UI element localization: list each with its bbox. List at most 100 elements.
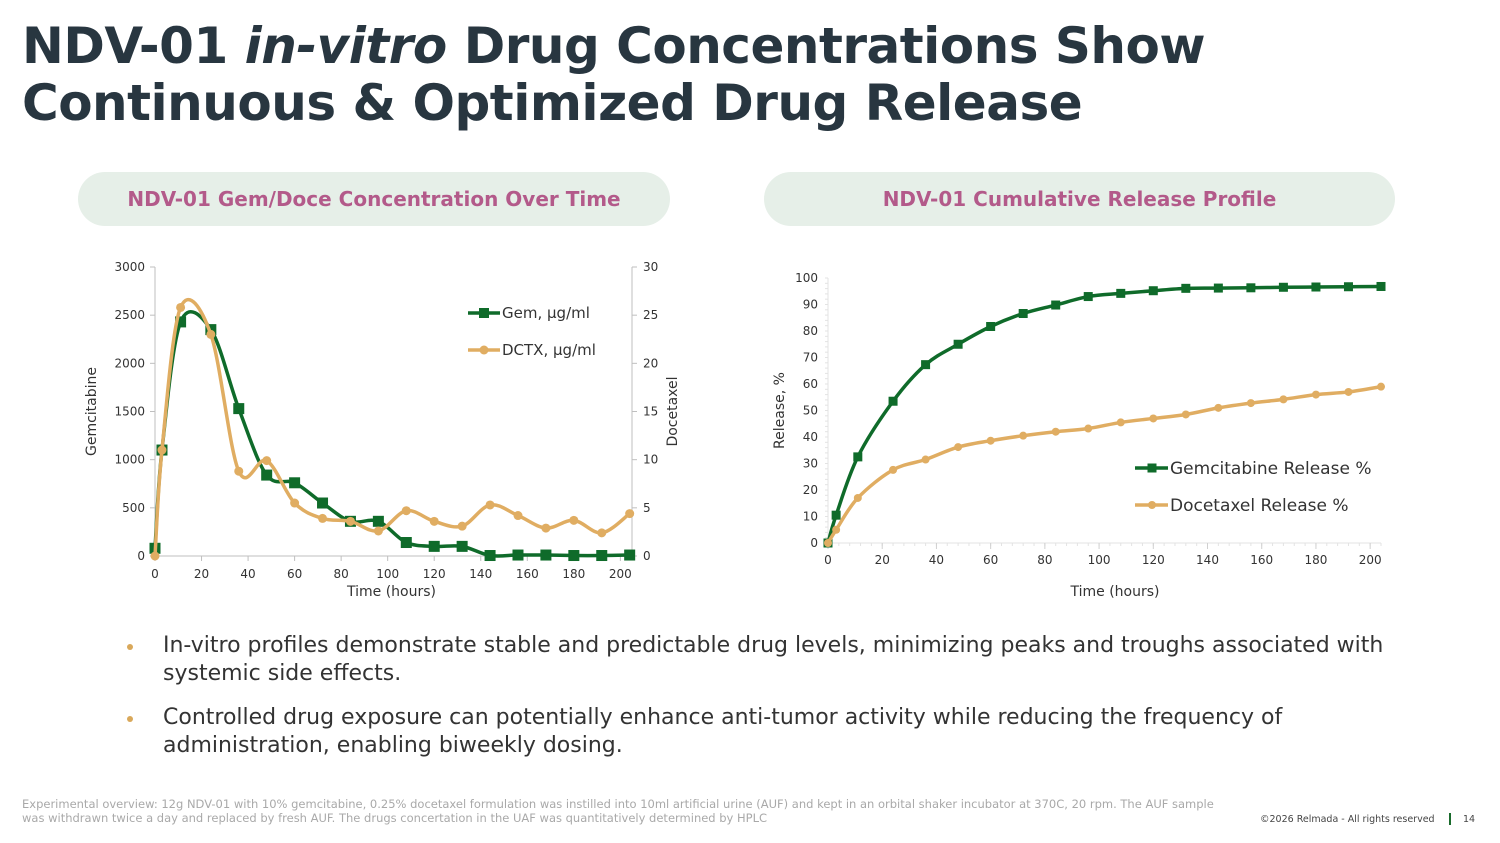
doce-release-point bbox=[1344, 387, 1353, 396]
right-legend-marker-icon bbox=[1148, 501, 1156, 509]
gem-concentration-point bbox=[289, 477, 301, 489]
left-chart-y-tick-label: 1500 bbox=[114, 405, 145, 419]
left-chart-x-tick-label: 140 bbox=[469, 567, 492, 581]
gem-release-point bbox=[1213, 283, 1223, 293]
right-chart-y-tick-label: 80 bbox=[803, 324, 818, 338]
left-chart-y-tick-label: 2000 bbox=[114, 356, 145, 370]
dctx-concentration-point bbox=[262, 456, 272, 466]
gem-concentration-point bbox=[261, 469, 273, 481]
right-chart-y-label: Release, % bbox=[772, 372, 788, 449]
left-chart-header-label: NDV-01 Gem/Doce Concentration Over Time bbox=[127, 187, 621, 211]
gem-concentration-point bbox=[428, 540, 440, 552]
footer-divider bbox=[1449, 813, 1451, 825]
title-line-2: Continuous & Optimized Drug Release bbox=[22, 74, 1083, 132]
dctx-concentration-point bbox=[429, 516, 439, 526]
bullet-text: In-vitro profiles demonstrate stable and… bbox=[163, 633, 1384, 686]
gem-release-point bbox=[921, 360, 931, 370]
bullet-dot-icon bbox=[127, 644, 133, 650]
left-chart-y2-tick-label: 15 bbox=[643, 405, 658, 419]
doce-release-point bbox=[853, 493, 862, 502]
left-chart-y-tick-label: 3000 bbox=[114, 260, 145, 274]
gem-concentration-point bbox=[624, 549, 636, 561]
gem-release-point bbox=[853, 452, 863, 462]
left-chart-x-tick-label: 120 bbox=[423, 567, 446, 581]
bullet-text: Controlled drug exposure can potentially… bbox=[163, 705, 1283, 758]
gem-release-point bbox=[1083, 292, 1093, 302]
left-chart-y2-tick-label: 5 bbox=[643, 501, 651, 515]
right-chart-x-tick-label: 140 bbox=[1196, 553, 1219, 567]
left-legend-marker-icon bbox=[479, 345, 489, 355]
right-chart-y-tick-label: 30 bbox=[803, 457, 818, 471]
doce-release-point bbox=[1116, 418, 1125, 427]
gem-release-point bbox=[1051, 300, 1061, 310]
doce-release-point bbox=[1149, 414, 1158, 423]
left-chart-x-tick-label: 200 bbox=[609, 567, 632, 581]
gem-concentration-point bbox=[372, 515, 384, 527]
dctx-concentration-point bbox=[401, 506, 411, 516]
right-chart-x-tick-label: 80 bbox=[1037, 553, 1052, 567]
dctx-concentration-point bbox=[597, 528, 607, 538]
left-chart-x-tick-label: 40 bbox=[240, 567, 255, 581]
doce-release-point bbox=[1051, 427, 1060, 436]
gem-release-point bbox=[888, 396, 898, 406]
dctx-concentration-point bbox=[345, 516, 355, 526]
right-chart-y-tick-label: 0 bbox=[810, 536, 818, 550]
left-chart-x-label: Time (hours) bbox=[346, 584, 436, 600]
copyright: ©2026 Relmada - All rights reserved bbox=[1260, 814, 1435, 825]
gem-release-point bbox=[1376, 281, 1386, 291]
doce-release-point bbox=[1019, 431, 1028, 440]
doce-release-point bbox=[1214, 403, 1223, 412]
left-legend-marker-icon bbox=[479, 308, 489, 318]
dctx-concentration-point bbox=[206, 329, 216, 339]
doce-release-point bbox=[1084, 424, 1093, 433]
dctx-concentration-point bbox=[234, 466, 244, 476]
gem-concentration-point bbox=[400, 537, 412, 549]
doce-release-point bbox=[921, 455, 930, 464]
left-chart-y-tick-label: 500 bbox=[122, 501, 145, 515]
left-chart-y2-tick-label: 10 bbox=[643, 453, 658, 467]
doce-release-point bbox=[1311, 390, 1320, 399]
right-chart-y-tick-label: 10 bbox=[803, 510, 818, 524]
right-chart-x-tick-label: 20 bbox=[875, 553, 890, 567]
right-chart-y-tick-label: 100 bbox=[795, 271, 818, 285]
left-legend-label: DCTX, µg/ml bbox=[502, 341, 596, 359]
bullet-item: Controlled drug exposure can potentially… bbox=[125, 704, 1405, 760]
gem-release-point bbox=[1311, 282, 1321, 292]
dctx-concentration-point bbox=[541, 523, 551, 533]
gem-release-point bbox=[1116, 288, 1126, 298]
right-chart-y-tick-label: 70 bbox=[803, 351, 818, 365]
right-chart-x-tick-label: 40 bbox=[929, 553, 944, 567]
left-chart-y-tick-label: 0 bbox=[137, 549, 145, 563]
right-chart-x-tick-label: 60 bbox=[983, 553, 998, 567]
left-chart-x-tick-label: 0 bbox=[151, 567, 159, 581]
footnote: Experimental overview: 12g NDV-01 with 1… bbox=[22, 797, 1214, 825]
right-chart-x-tick-label: 160 bbox=[1250, 553, 1273, 567]
doce-release-point bbox=[824, 539, 832, 547]
dctx-concentration-point bbox=[318, 513, 328, 523]
bullet-dot-icon bbox=[127, 716, 133, 722]
left-chart-y2-tick-label: 20 bbox=[643, 356, 658, 370]
left-chart-header: NDV-01 Gem/Doce Concentration Over Time bbox=[78, 172, 670, 226]
gem-concentration-point bbox=[233, 403, 245, 415]
right-legend-marker-icon bbox=[1147, 463, 1157, 473]
right-legend-label: Gemcitabine Release % bbox=[1170, 459, 1371, 479]
doce-release-point bbox=[832, 525, 841, 534]
gem-release-point bbox=[953, 339, 963, 349]
title-text-1: NDV-01 bbox=[22, 17, 245, 75]
right-chart-x-tick-label: 200 bbox=[1359, 553, 1382, 567]
left-legend-label: Gem, µg/ml bbox=[502, 304, 590, 322]
slide-title: NDV-01 in-vitro Drug Concentrations Show… bbox=[22, 17, 1206, 132]
left-chart-y2-tick-label: 25 bbox=[643, 308, 658, 322]
dctx-concentration-point bbox=[485, 500, 495, 510]
gem-release-point bbox=[1018, 309, 1028, 319]
right-chart-y-tick-label: 20 bbox=[803, 483, 818, 497]
title-italic: in-vitro bbox=[244, 17, 448, 75]
doce-release-point bbox=[986, 436, 995, 445]
gem-concentration-point bbox=[456, 540, 468, 552]
title-text-2: Drug Concentrations Show bbox=[446, 17, 1206, 75]
left-chart-y-tick-label: 2500 bbox=[114, 308, 145, 322]
doce-release-point bbox=[954, 443, 963, 452]
gem-concentration-point bbox=[175, 316, 187, 328]
left-chart-y2-tick-label: 0 bbox=[643, 549, 651, 563]
page-number: 14 bbox=[1463, 814, 1476, 825]
